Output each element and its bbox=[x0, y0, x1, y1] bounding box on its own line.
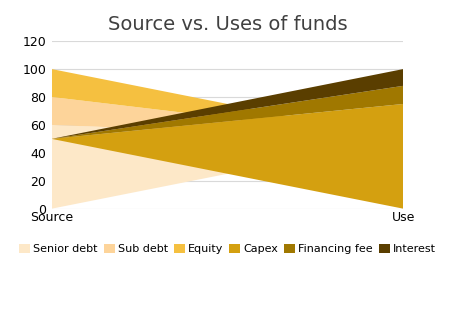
Legend: Senior debt, Sub debt, Equity, Capex, Financing fee, Interest: Senior debt, Sub debt, Equity, Capex, Fi… bbox=[15, 239, 440, 259]
Polygon shape bbox=[51, 125, 404, 209]
Polygon shape bbox=[51, 97, 404, 139]
Polygon shape bbox=[51, 104, 404, 209]
Polygon shape bbox=[51, 69, 404, 139]
Polygon shape bbox=[51, 86, 404, 139]
Title: Source vs. Uses of funds: Source vs. Uses of funds bbox=[108, 15, 347, 34]
Polygon shape bbox=[51, 69, 404, 139]
